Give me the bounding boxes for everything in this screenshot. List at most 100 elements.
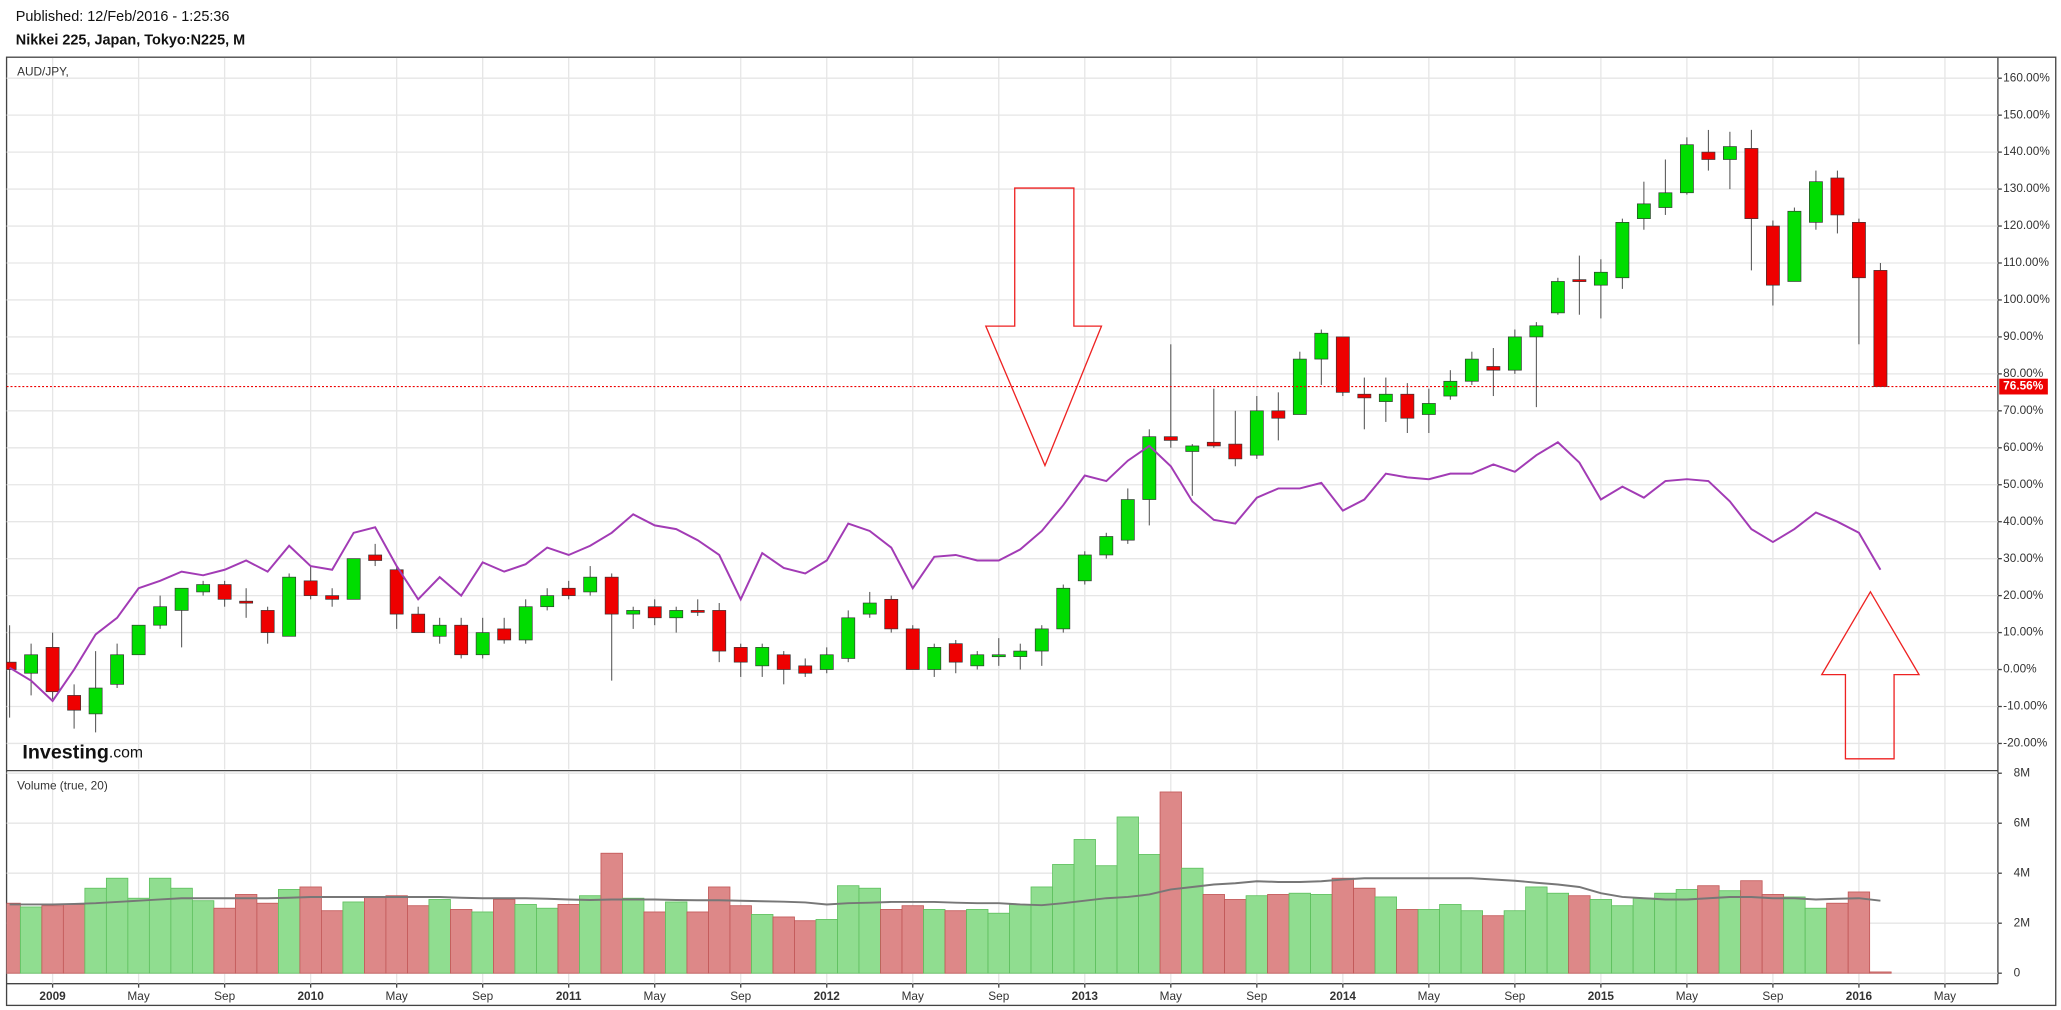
candle-body [432,624,447,637]
candle-body [905,628,920,670]
volume-bar [385,895,408,974]
candle-body [626,610,641,615]
candle-body [282,576,297,637]
volume-ma-line [9,877,1881,907]
candle-body [1271,410,1286,419]
volume-bar [299,886,322,974]
x-tick-label: Sep [472,989,493,1003]
volume-bar [966,909,989,974]
volume-bar [277,889,301,974]
candle-body [755,647,770,667]
candle-body [174,587,189,611]
y-tick-label: 130.00% [2003,181,2050,195]
volume-bar [815,919,838,974]
y-tick-label: 20.00% [2003,588,2044,602]
candle-body [196,584,211,593]
volume-bar [407,905,430,974]
volume-bar [1417,909,1440,974]
candle-body [153,606,168,626]
volume-bar [1503,910,1527,974]
candle-body [1572,279,1587,282]
candle-body [1722,146,1737,160]
y-tick-label: 110.00% [2003,255,2049,269]
volume-title: Volume (true, 20) [17,779,108,793]
volume-bar [579,895,602,974]
candle-body [1873,270,1888,387]
candle-body [411,613,426,633]
volume-bar [1611,905,1634,974]
candle-body [712,610,727,652]
volume-bar [1589,899,1613,974]
candle-body [1766,225,1780,286]
y-tick-label: 50.00% [2003,477,2044,491]
x-tick-label: Sep [1246,989,1267,1003]
volume-bar [772,916,795,974]
candle-body [1507,336,1522,371]
up-arrow [1820,590,1921,760]
volume-bar [1353,887,1376,974]
volume-bar [170,887,193,974]
volume-bars [6,791,1892,974]
volume-bar [256,902,279,974]
candle-body [389,569,404,615]
candle-body [669,610,684,619]
candle-body [540,595,555,608]
volume-bar [1525,886,1548,974]
y-tick-label: 120.00% [2003,218,2050,232]
candle-body [260,610,275,633]
axes: -20.00% -10.00% 0.00% 10.00% 20.00% 30.00% 40.… [39,70,2050,1003]
candle-body [1464,358,1479,382]
volume-bar [1181,867,1204,974]
y-tick-label: 0 [2014,965,2021,979]
volume-bar [751,914,774,974]
candle-body [1679,144,1694,194]
candle-body [1787,210,1802,282]
candle-body [1013,650,1028,657]
logo-brand: Investing [22,742,109,764]
candle-body [884,598,899,630]
volume-bar [536,907,559,974]
candle-body [776,654,791,670]
candle-body [561,587,576,596]
volume-bar [1546,892,1570,974]
volume-bar [148,877,172,974]
candle-body [1335,336,1350,393]
last-price-tag [1999,378,2048,395]
volume-bar [643,911,666,974]
x-tick-label: May [385,989,407,1003]
volume-bar [1740,880,1763,974]
x-tick-label: Sep [1504,989,1525,1003]
volume-bar [1568,895,1591,974]
y-tick-label: 90.00% [2003,329,2044,343]
y-tick-label: 10.00% [2003,625,2044,639]
candle-body [131,624,146,656]
volume-bar [557,904,580,974]
y-tick-label: 0.00% [2003,662,2037,676]
volume-bar [1718,890,1742,974]
candle-body [1550,281,1565,314]
x-tick-label: 2016 [1846,989,1873,1003]
volume-bar [41,905,64,974]
volume-bar [1869,971,1892,974]
x-tick-label: May [1418,989,1440,1003]
candle-body [991,654,1006,658]
logo-suffix: .com [109,745,143,762]
annotations [984,187,1921,760]
volume-bar [514,904,537,974]
x-tick-label: Sep [214,989,235,1003]
overlay-legend: AUD/JPY, [17,64,69,78]
volume-bar [1826,902,1849,974]
volume-bar [127,897,150,974]
volume-bar [1460,910,1483,974]
candle-body [647,606,662,619]
volume-bar [1675,889,1699,974]
candle-body [798,665,813,674]
y-tick-label: 100.00% [2003,292,2050,306]
volume-bar [1116,816,1139,974]
candle-body [1486,366,1501,371]
candle-body [88,687,103,715]
published: Published: 12/Feb/2016 - 1:25:36 [16,9,230,25]
candle-body [1314,332,1329,360]
